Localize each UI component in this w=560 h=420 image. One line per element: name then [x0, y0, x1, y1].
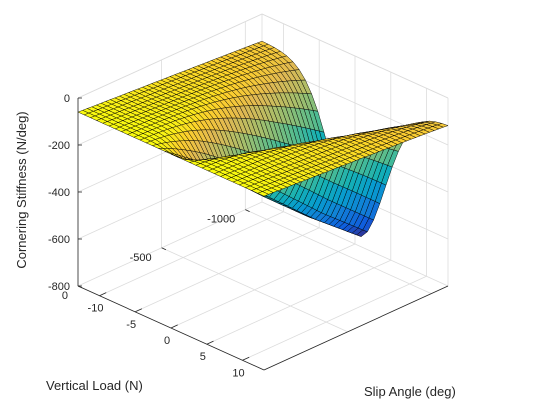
grid-line — [77, 13, 263, 99]
x-axis-line — [263, 285, 449, 371]
z-tick-labels: 0 -200 -400 -600 -800 — [48, 93, 70, 293]
axis-layer — [77, 97, 449, 371]
grid-line — [77, 201, 263, 287]
x-tick-labels: -10 -5 0 5 10 — [88, 303, 245, 380]
x-axis-label: Slip Angle (deg) — [364, 384, 456, 399]
z-tick-label: -400 — [48, 187, 70, 199]
x-tick-mark — [242, 356, 250, 361]
x-tick-label: -5 — [126, 319, 136, 331]
grid-line — [206, 259, 391, 345]
z-tick-label: -200 — [48, 140, 70, 152]
y-tick-mark — [245, 209, 250, 212]
x-tick-label: 0 — [164, 335, 170, 347]
grid-line — [242, 275, 427, 361]
y-tick-labels: 0 -500 -1000 — [62, 214, 235, 302]
x-tick-mark — [206, 340, 214, 345]
z-tick-label: 0 — [64, 93, 70, 105]
y-tick-mark — [161, 247, 167, 251]
y-tick-label: -1000 — [207, 214, 235, 226]
y-axis-label: Vertical Load (N) — [46, 378, 143, 393]
x-tick-mark — [170, 324, 178, 329]
surface-plot — [77, 40, 449, 237]
grid-line — [261, 13, 449, 99]
surface-patch — [257, 191, 269, 197]
x-tick-label: -10 — [88, 303, 104, 315]
x-tick-label: 10 — [232, 367, 244, 379]
z-tick-label: -600 — [48, 234, 70, 246]
x-tick-mark — [135, 308, 143, 313]
y-tick-label: 0 — [62, 290, 68, 302]
x-tick-mark — [99, 292, 107, 297]
y-tick-label: -500 — [130, 252, 152, 264]
x-tick-label: 5 — [200, 351, 206, 363]
grid-line — [170, 243, 356, 329]
grid-line — [99, 211, 284, 297]
y-tick-mark — [77, 285, 83, 289]
grid-line — [135, 227, 320, 313]
z-axis-label: Cornering Stiffness (N/deg) — [14, 111, 29, 268]
z-tick-label: -800 — [48, 281, 70, 293]
